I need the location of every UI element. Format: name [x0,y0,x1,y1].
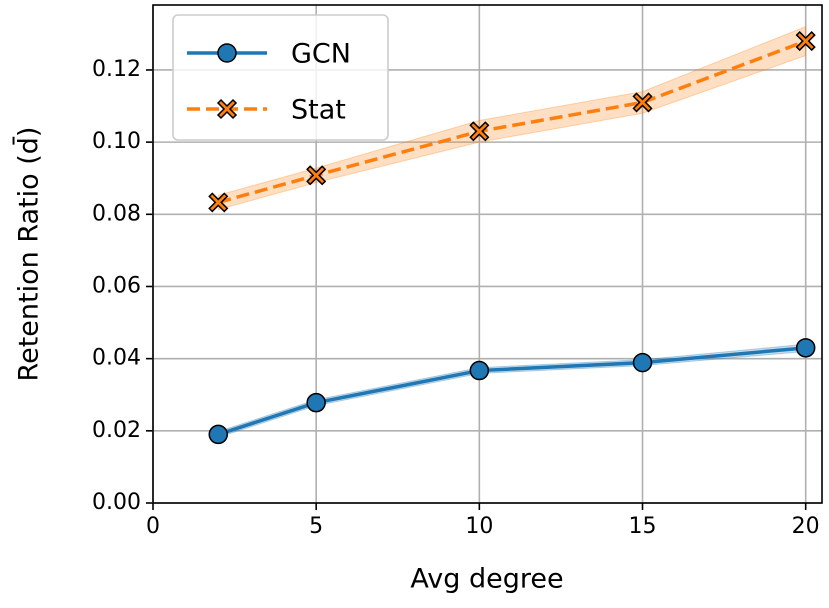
x-tick-label: 20 [792,514,820,539]
y-tick-label: 0.02 [92,418,141,443]
marker [208,192,229,213]
y-tick-label: 0.04 [92,346,141,371]
marker [208,424,229,445]
legend-label: GCN [291,39,351,70]
x-tick-label: 10 [465,514,493,539]
y-tick-label: 0.12 [92,57,141,82]
line [217,346,806,437]
marker [469,360,490,381]
marker [632,352,653,373]
legend-label: Stat [291,95,346,126]
y-tick-label: 0.08 [92,201,141,226]
marker [632,92,653,113]
x-axis-label: Avg degree [410,564,563,595]
marker [216,98,238,120]
x-tick-label: 5 [309,514,323,539]
plot-frame [152,4,823,504]
x-tick-label: 0 [146,514,160,539]
x-tick-label: 15 [629,514,657,539]
error-band [217,25,807,211]
marker [795,31,816,52]
y-tick-label: 0.00 [92,490,141,515]
y-tick-label: 0.10 [92,129,141,154]
marker [217,43,237,63]
y-tick-label: 0.06 [92,273,141,298]
y-axis-label: Retention Ratio (d̄) [13,127,45,382]
legend-box [172,14,389,141]
marker [306,165,327,186]
marker [306,392,326,413]
marker [469,121,490,142]
marker [795,338,816,358]
